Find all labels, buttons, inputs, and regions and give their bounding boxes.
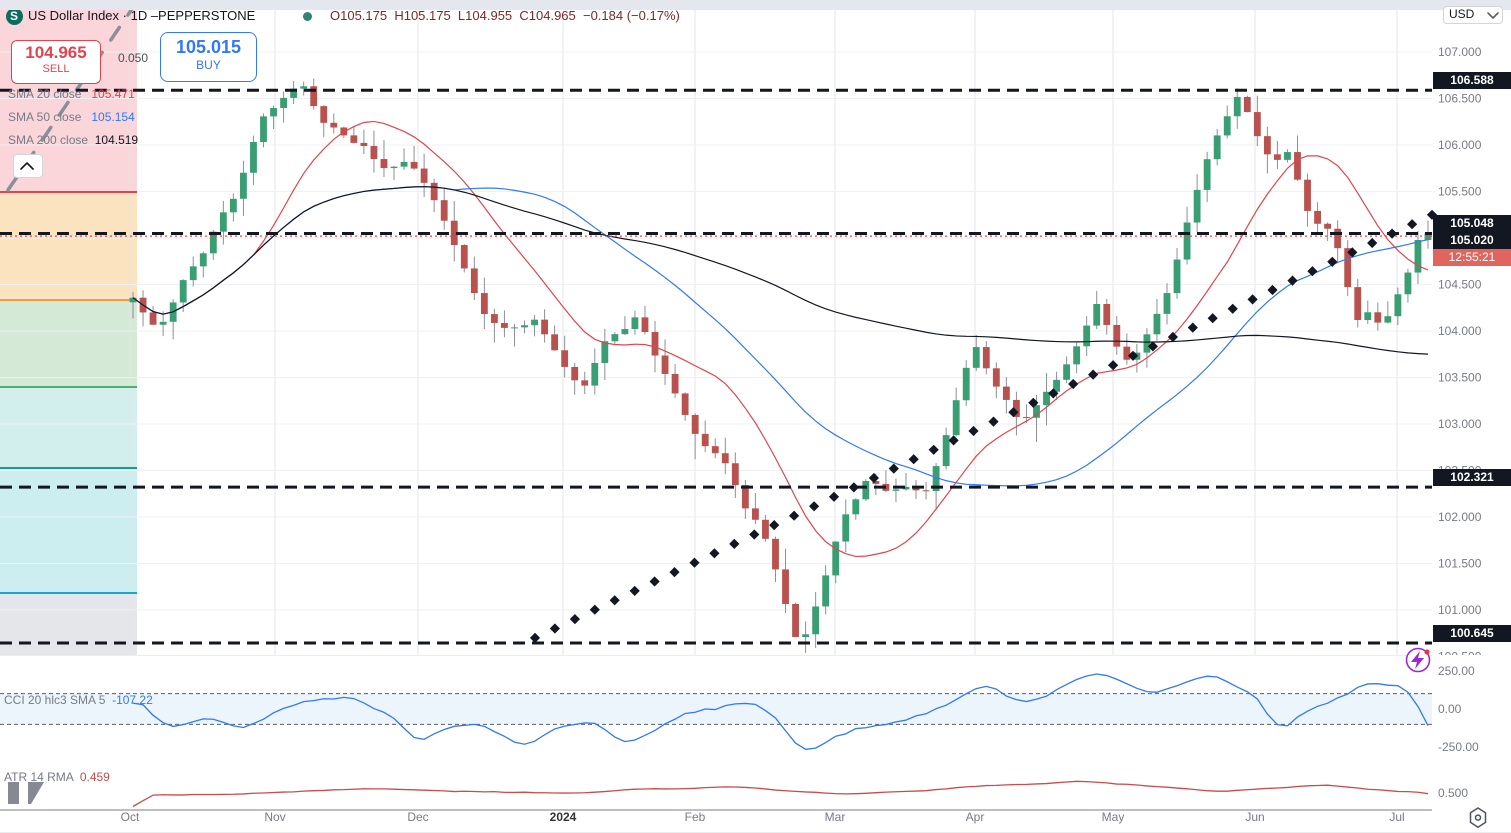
svg-text:102.000: 102.000 [1438,510,1482,524]
svg-text:105.500: 105.500 [1438,185,1482,199]
svg-text:104.000: 104.000 [1438,324,1482,338]
svg-text:107.000: 107.000 [1438,45,1482,59]
svg-text:0.500: 0.500 [1438,786,1468,800]
svg-text:-250.00: -250.00 [1438,740,1479,754]
svg-text:101.000: 101.000 [1438,603,1482,617]
svg-text:101.500: 101.500 [1438,557,1482,571]
svg-text:106.000: 106.000 [1438,138,1482,152]
svg-text:250.00: 250.00 [1438,664,1475,678]
svg-text:104.500: 104.500 [1438,278,1482,292]
svg-text:103.000: 103.000 [1438,417,1482,431]
svg-text:106.500: 106.500 [1438,92,1482,106]
svg-text:0.00: 0.00 [1438,702,1462,716]
svg-text:103.500: 103.500 [1438,371,1482,385]
